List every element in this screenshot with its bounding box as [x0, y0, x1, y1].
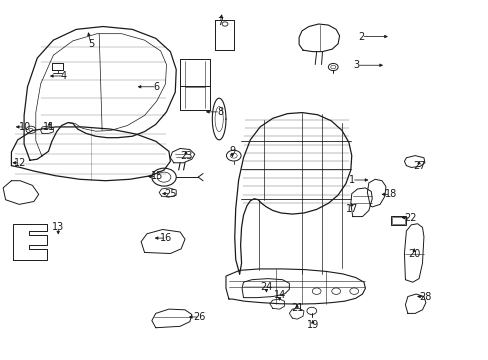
Text: 15: 15: [150, 171, 163, 181]
Text: 17: 17: [345, 204, 357, 214]
Text: 7: 7: [217, 17, 223, 27]
Text: 18: 18: [384, 189, 396, 199]
Text: 1: 1: [348, 175, 354, 185]
Bar: [391, 217, 404, 224]
Text: 2: 2: [358, 32, 364, 41]
Text: 8: 8: [217, 107, 223, 117]
Text: 21: 21: [290, 303, 303, 314]
Text: 27: 27: [412, 161, 425, 171]
Text: 24: 24: [260, 282, 272, 292]
Text: 14: 14: [273, 291, 285, 301]
Text: 26: 26: [193, 312, 205, 322]
Text: 5: 5: [88, 39, 94, 49]
Text: 25: 25: [164, 189, 176, 199]
Text: 28: 28: [419, 292, 431, 302]
Text: 13: 13: [52, 222, 64, 232]
Text: 22: 22: [403, 213, 416, 222]
Text: 4: 4: [61, 71, 67, 81]
Text: 19: 19: [306, 320, 318, 330]
Text: 3: 3: [353, 60, 359, 70]
Text: 20: 20: [407, 248, 420, 258]
Text: 11: 11: [43, 122, 56, 132]
Text: 16: 16: [160, 233, 172, 243]
Text: 9: 9: [229, 146, 235, 156]
Bar: [390, 216, 406, 225]
Text: 12: 12: [14, 158, 26, 168]
Text: 6: 6: [153, 82, 160, 92]
Text: 10: 10: [19, 122, 31, 132]
Text: 23: 23: [180, 150, 192, 161]
